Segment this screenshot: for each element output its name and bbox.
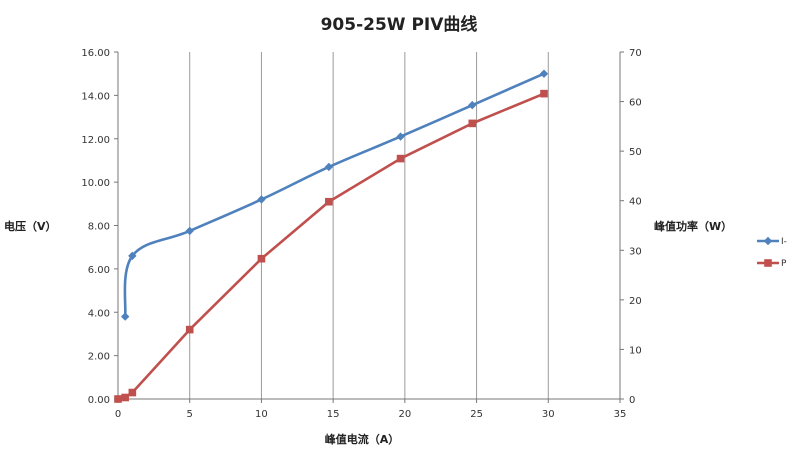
series-1-point-7 (468, 119, 477, 128)
series-1-point-2 (128, 388, 137, 397)
y2-tick-label-70: 70 (629, 48, 642, 59)
y-tick-label-10.00: 10.00 (81, 178, 110, 189)
x-tick-label-5: 5 (187, 409, 193, 420)
y2-tick-label-50: 50 (629, 147, 642, 158)
legend-swatch-marker-0 (763, 236, 773, 246)
legend-entry-1: P (757, 259, 787, 269)
legend-label-1: P (781, 259, 787, 269)
y2-tick-label-30: 30 (629, 246, 642, 257)
y-axis-title: 电压（V） (4, 219, 57, 233)
series-0-point-2 (185, 226, 194, 236)
series-0-point-3 (257, 195, 266, 204)
y-tick-label-8.00: 8.00 (88, 222, 110, 233)
x-tick-label-10: 10 (255, 409, 268, 420)
series-0-point-0 (120, 312, 130, 321)
x-axis-title: 峰值电流（A） (325, 432, 400, 446)
series-0-point-6 (468, 100, 477, 110)
legend-label-0: I- (781, 237, 787, 247)
y-tick-label-12.00: 12.00 (81, 135, 110, 146)
series-0-point-5 (396, 132, 405, 141)
series-1-point-8 (540, 89, 548, 98)
y2-tick-label-20: 20 (629, 296, 642, 307)
x-tick-label-15: 15 (327, 409, 340, 420)
y-tick-label-14.00: 14.00 (81, 91, 110, 102)
y-tick-label-2.00: 2.00 (88, 352, 110, 363)
axes (114, 51, 624, 403)
y-tick-label-16.00: 16.00 (81, 48, 110, 59)
legend-swatch-marker-1 (764, 259, 772, 267)
x-tick-label-0: 0 (115, 409, 121, 420)
y2-tick-label-40: 40 (629, 197, 642, 208)
series-1-point-4 (257, 254, 266, 263)
series-1-point-0 (114, 395, 122, 403)
y2-tick-label-0: 0 (629, 395, 635, 406)
series-1 (114, 89, 548, 403)
series-1-point-6 (396, 154, 405, 163)
series-layer (114, 69, 549, 403)
grid-lines (189, 52, 621, 399)
x-tick-label-30: 30 (542, 409, 555, 420)
x-tick-label-35: 35 (614, 409, 627, 420)
series-line-1 (117, 92, 545, 401)
tick-labels: 0 5 10 15 20 25 30 35 0.00 2.00 4.00 6.00 8.00 10.00 1… (81, 48, 641, 420)
x-tick-label-20: 20 (398, 409, 411, 420)
y2-tick-label-10: 10 (629, 345, 642, 356)
y-tick-label-4.00: 4.00 (88, 308, 110, 319)
legend-entry-0: I- (757, 236, 787, 247)
legend: I- P (757, 236, 787, 269)
series-0-point-4 (324, 162, 334, 172)
y2-axis-title: 峰值功率（W） (654, 219, 732, 233)
series-line-0 (123, 72, 545, 317)
series-0-point-7 (539, 69, 549, 78)
y-tick-label-6.00: 6.00 (88, 265, 110, 276)
series-1-point-3 (185, 325, 194, 334)
series-0-point-1 (128, 251, 137, 261)
x-tick-label-25: 25 (470, 409, 483, 420)
series-1-point-1 (121, 393, 129, 402)
y2-tick-label-60: 60 (629, 98, 642, 109)
series-1-point-5 (325, 197, 333, 206)
series-0 (120, 69, 549, 321)
chart-title: 905-25W PIV曲线 (321, 14, 478, 35)
y-tick-label-0.00: 0.00 (88, 395, 110, 406)
